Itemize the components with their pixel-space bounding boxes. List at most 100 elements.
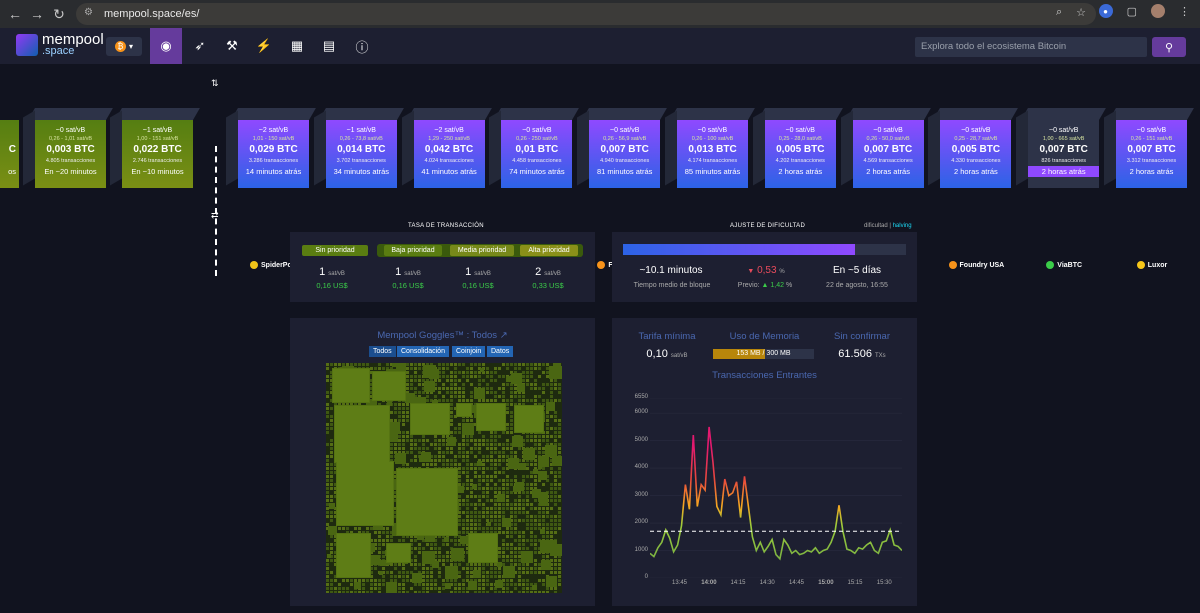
tx-square	[550, 391, 553, 394]
goggles-tab-consolidation[interactable]: Consolidación	[397, 346, 449, 357]
mining-pool-link[interactable]: Foundry USA	[926, 261, 1026, 269]
tx-square	[410, 447, 413, 450]
tx-square	[490, 467, 493, 470]
pending-block[interactable]: ~0 sat/vB 0,26 - 1,01 sat/vB 0,003 BTC 4…	[23, 108, 113, 188]
tx-square	[410, 587, 413, 590]
tx-square	[550, 587, 553, 590]
rocket-icon[interactable]: ➶	[194, 38, 206, 53]
goggles-title[interactable]: Mempool Goggles™ : Todos ↗	[377, 330, 508, 341]
reload-icon[interactable]: ↻	[53, 5, 65, 22]
block[interactable]: ~0 sat/vB 0,26 - 100 sat/vB 0,013 BTC 4.…	[665, 108, 755, 188]
difficulty-progress-track	[623, 244, 906, 255]
info-icon[interactable]: ⓘ	[355, 39, 369, 55]
tx-square	[470, 395, 473, 398]
puzzle-icon[interactable]: ▢	[1126, 5, 1137, 18]
profile-avatar[interactable]	[1151, 4, 1165, 18]
tx-square	[462, 579, 465, 582]
menu-dots-icon[interactable]: ⋮	[1179, 5, 1190, 18]
block-total-fees: 0,005 BTC	[951, 144, 1001, 155]
mining-pool-link[interactable]: SpiderPool	[224, 261, 324, 269]
search-input[interactable]: Explora todo el ecosistema Bitcoin	[915, 37, 1147, 57]
tx-square	[486, 499, 489, 502]
tx-square	[382, 539, 385, 542]
tx-square	[530, 487, 533, 490]
mining-pool-link[interactable]: ViaBTC	[1014, 261, 1114, 269]
forward-arrow-icon[interactable]: →	[30, 6, 44, 22]
block[interactable]: ~0 sat/vB 0,25 - 28,7 sat/vB 0,005 BTC 4…	[928, 108, 1019, 188]
tx-square	[454, 407, 457, 410]
tx-square	[438, 587, 441, 590]
block[interactable]: ~2 sat/vB 1,29 - 250 sat/vB 0,042 BTC 4.…	[401, 108, 492, 188]
lightning-icon[interactable]: ⚡	[255, 38, 273, 53]
dashboard-icon[interactable]: ◉	[150, 28, 182, 64]
pending-block[interactable]: ~1 sat/vB 1,00 - 151 sat/vB 0,022 BTC 2.…	[110, 108, 200, 188]
mining-pool-link[interactable]: Luxor	[1102, 261, 1200, 269]
goggles-tab-all[interactable]: Todos	[369, 346, 396, 357]
site-info-icon[interactable]: ⚙	[84, 7, 93, 18]
tx-square	[398, 563, 401, 566]
tx-square	[546, 419, 549, 422]
swap-direction-icon[interactable]: ⇅	[211, 78, 219, 88]
mempool-logo[interactable]: mempool .space	[16, 32, 104, 57]
tx-square	[358, 403, 361, 406]
swap-horizontal-icon[interactable]: ⇄	[211, 210, 219, 220]
mining-hammer-icon[interactable]: ⚒	[226, 38, 238, 53]
block[interactable]: ~0 sat/vB 0,26 - 50,0 sat/vB 0,007 BTC 4…	[840, 108, 931, 188]
block[interactable]: ~1 sat/vB 0,26 - 73,8 sat/vB 0,014 BTC 3…	[313, 108, 404, 188]
incoming-transactions-chart[interactable]	[650, 398, 902, 578]
tx-square	[494, 435, 497, 438]
search-button[interactable]: ⚲	[1152, 37, 1186, 57]
tx-square	[438, 591, 441, 593]
mempool-block-visualization[interactable]	[326, 363, 562, 593]
block[interactable]: ~0 sat/vB 0,26 - 151 sat/vB 0,007 BTC 3.…	[1104, 108, 1194, 188]
tx-square	[406, 383, 409, 386]
address-bar[interactable]: ⚙ mempool.space/es/ ⌕ ☆	[76, 3, 1096, 25]
tx-square	[486, 575, 489, 578]
tx-square	[337, 462, 393, 525]
tx-square	[522, 491, 525, 494]
tx-square	[498, 503, 501, 506]
tx-square	[514, 539, 517, 542]
tx-square	[370, 371, 373, 374]
tx-square	[346, 527, 349, 530]
graphs-icon[interactable]: ▦	[290, 38, 304, 53]
external-link-icon[interactable]: ↗	[499, 330, 508, 341]
tx-square	[326, 459, 329, 462]
block[interactable]: ~0 sat/vB 0,26 - 250 sat/vB 0,01 BTC 4.4…	[489, 108, 580, 188]
difficulty-toggle[interactable]: dificultad | halving	[864, 223, 912, 229]
block-eta: En ~10 minutos	[131, 167, 184, 176]
tx-square	[558, 583, 561, 586]
tx-square	[446, 363, 449, 366]
docs-book-icon[interactable]: ▤	[322, 38, 336, 53]
tx-square	[406, 367, 409, 370]
back-arrow-icon[interactable]: ←	[8, 6, 22, 22]
tx-square	[334, 363, 337, 366]
goggles-tab-coinjoin[interactable]: Coinjoin	[452, 346, 486, 357]
tx-square	[510, 391, 513, 394]
block[interactable]: ~0 sat/vB 0,26 - 56,9 sat/vB 0,007 BTC 4…	[577, 108, 668, 188]
fee-label-high: Alta prioridad	[520, 245, 578, 256]
block[interactable]: ~0 sat/vB 1,00 - 665 sat/vB 0,007 BTC 82…	[1016, 108, 1107, 188]
tx-square	[382, 531, 385, 534]
tx-square	[474, 363, 477, 366]
toggle-halving[interactable]: halving	[892, 223, 912, 229]
bookmark-star-icon[interactable]: ☆	[1076, 7, 1086, 19]
tx-square	[474, 388, 485, 399]
tx-square	[354, 579, 357, 582]
tx-square	[462, 423, 474, 435]
pending-block-partial[interactable]: C os	[0, 120, 19, 188]
tx-square	[526, 523, 529, 526]
block[interactable]: ~0 sat/vB 0,25 - 28,0 sat/vB 0,005 BTC 4…	[752, 108, 843, 188]
goggles-tab-data[interactable]: Datos	[487, 346, 514, 357]
tx-square	[334, 491, 337, 494]
tx-square	[514, 555, 517, 558]
block-total-fees: 0,007 BTC	[600, 144, 649, 155]
tx-square	[466, 451, 469, 454]
fee-usd-high: 0,33 US$	[532, 281, 564, 290]
block[interactable]: ~2 sat/vB 1,01 - 150 sat/vB 0,029 BTC 3.…	[226, 108, 316, 188]
tx-square	[486, 367, 489, 370]
network-selector[interactable]: ₿ ▾	[106, 37, 142, 56]
zoom-icon[interactable]: ⌕	[1055, 6, 1063, 18]
tx-square	[350, 403, 353, 406]
extension-icon[interactable]: ●	[1098, 4, 1113, 18]
